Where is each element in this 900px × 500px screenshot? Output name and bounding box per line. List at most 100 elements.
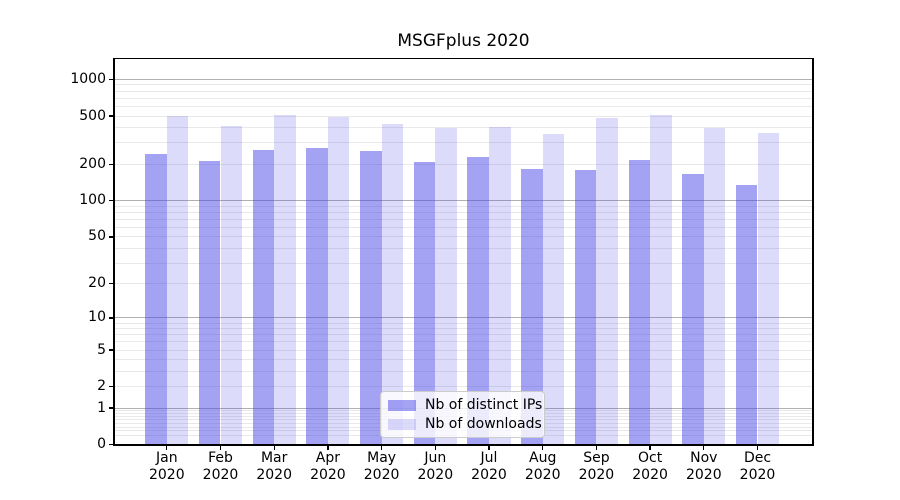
gridline-minor: [113, 226, 814, 228]
y-tick-mark: [109, 385, 114, 388]
gridline-minor: [113, 115, 814, 117]
x-tick-mark: [273, 446, 275, 450]
bar-downloads: [435, 128, 457, 446]
gridline-minor: [113, 328, 814, 330]
legend: Nb of distinct IPs Nb of downloads: [380, 391, 545, 438]
y-tick-label: 200: [79, 155, 106, 172]
spine-right: [812, 57, 814, 446]
x-tick-mark: [219, 446, 222, 450]
x-tick-label: Nov 2020: [685, 450, 722, 483]
x-tick-mark: [595, 446, 598, 450]
y-tick-mark: [109, 200, 114, 202]
y-tick-label: 5: [97, 341, 106, 358]
spine-left: [113, 57, 115, 446]
x-tick-mark: [380, 446, 383, 450]
bar-downloads: [703, 127, 726, 446]
bar-distinct-ips: [574, 169, 597, 446]
y-tick-mark: [109, 115, 114, 117]
y-tick-mark: [109, 407, 114, 409]
y-tick-label: 1000: [70, 70, 106, 87]
spine-bottom: [113, 444, 814, 446]
y-tick-mark: [109, 317, 114, 319]
x-tick-label: Apr 2020: [310, 450, 346, 483]
legend-swatch-distinct-ips: [388, 399, 416, 411]
x-tick-label: Mar 2020: [256, 450, 292, 483]
bar-distinct-ips: [735, 184, 758, 446]
y-tick-label: 2: [97, 378, 106, 395]
gridline-minor: [113, 334, 814, 336]
gridline-minor: [113, 262, 814, 264]
x-tick-mark: [756, 446, 759, 450]
y-tick-label: 1: [97, 399, 106, 416]
gridline-minor: [113, 370, 814, 372]
gridline-minor: [113, 105, 814, 107]
legend-item-downloads: Nb of downloads: [388, 416, 542, 432]
y-tick-label: 10: [88, 309, 106, 326]
x-tick-label: Oct 2020: [632, 450, 668, 483]
bar-distinct-ips: [413, 161, 436, 446]
bar-downloads: [757, 133, 780, 446]
y-tick-label: 0: [97, 436, 106, 453]
gridline-minor: [113, 247, 814, 249]
bar-downloads: [166, 115, 189, 446]
gridline-major: [113, 78, 814, 80]
spine-top: [113, 57, 814, 60]
gridline-minor: [113, 142, 814, 144]
x-tick-mark: [703, 446, 705, 450]
gridline-minor: [113, 90, 814, 92]
gridline-minor: [113, 236, 814, 238]
x-tick-label: Jan 2020: [148, 450, 185, 483]
bar-distinct-ips: [521, 168, 543, 446]
y-tick-mark: [109, 444, 114, 446]
x-tick-label: Sep 2020: [578, 450, 615, 483]
x-tick-label: Jul 2020: [471, 450, 507, 483]
y-tick-label: 500: [79, 107, 106, 124]
gridline-minor: [113, 97, 814, 99]
x-tick-label: Jun 2020: [417, 450, 454, 483]
bar-downloads: [489, 126, 511, 446]
y-tick-mark: [109, 78, 114, 81]
chart-title: MSGFplus 2020: [397, 31, 530, 51]
x-tick-mark: [327, 446, 329, 450]
bar-downloads: [596, 118, 618, 446]
gridline-major: [113, 317, 814, 319]
gridline-minor: [113, 349, 814, 351]
gridline-minor: [113, 84, 814, 86]
gridline-minor: [113, 386, 814, 388]
x-tick-mark: [434, 446, 436, 450]
y-tick-mark: [109, 283, 114, 285]
bar-downloads: [327, 116, 350, 446]
bar-distinct-ips: [306, 147, 328, 446]
x-tick-label: Aug 2020: [524, 450, 561, 483]
y-tick-mark: [109, 349, 114, 351]
x-tick-label: May 2020: [363, 450, 400, 483]
bar-distinct-ips: [360, 151, 382, 446]
x-tick-label: Feb 2020: [202, 450, 239, 483]
legend-label-distinct-ips: Nb of distinct IPs: [425, 397, 543, 413]
x-tick-mark: [542, 446, 544, 450]
y-tick-label: 100: [79, 192, 106, 209]
gridline-minor: [113, 205, 814, 207]
bar-distinct-ips: [145, 153, 167, 446]
gridline-minor: [113, 322, 814, 324]
bar-distinct-ips: [467, 156, 489, 446]
legend-swatch-downloads: [388, 418, 416, 430]
bar-downloads: [650, 114, 672, 446]
bar-downloads: [542, 134, 565, 446]
gridline-major: [113, 200, 814, 202]
bar-distinct-ips: [252, 150, 275, 446]
bar-downloads: [220, 125, 243, 446]
bar-distinct-ips: [682, 173, 704, 446]
gridline-minor: [113, 283, 814, 285]
y-tick-mark: [109, 236, 114, 238]
y-tick-label: 20: [88, 275, 106, 292]
bar-distinct-ips: [198, 160, 221, 446]
bar-downloads: [274, 114, 296, 446]
gridline-minor: [113, 218, 814, 220]
legend-item-distinct-ips: Nb of distinct IPs: [388, 397, 543, 413]
legend-label-downloads: Nb of downloads: [425, 416, 542, 432]
bar-distinct-ips: [628, 159, 651, 446]
gridline-minor: [113, 211, 814, 213]
x-tick-mark: [649, 446, 651, 450]
